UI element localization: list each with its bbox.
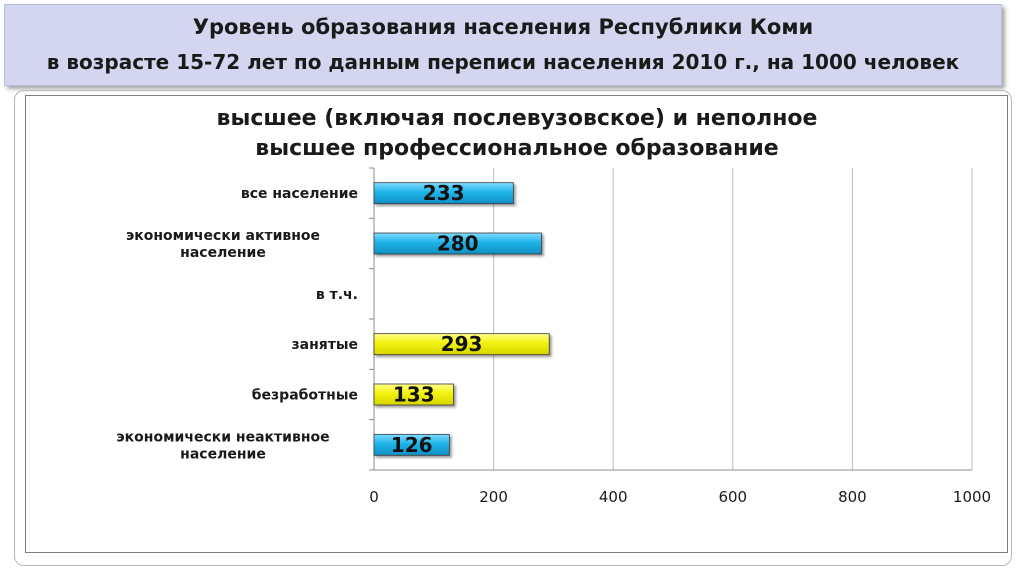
bar — [373, 232, 542, 255]
category-label: экономически неактивное население — [116, 429, 329, 462]
header-title-line2: в возрасте 15-72 лет по данным переписи … — [46, 50, 960, 74]
bar-chart: высшее (включая послевузовское) и неполн… — [116, 106, 991, 506]
bar — [373, 383, 454, 406]
bar-value-label: 280 — [437, 232, 479, 256]
x-tick-label: 1000 — [953, 488, 991, 506]
category-label: все население — [241, 186, 358, 202]
x-tick-label: 0 — [369, 488, 379, 506]
header-title-line1: Уровень образования населения Республики… — [192, 15, 814, 39]
bar-value-label: 293 — [441, 332, 483, 356]
bar — [373, 333, 550, 356]
category-label: занятые — [291, 337, 358, 353]
category-label: в т.ч. — [316, 287, 358, 303]
category-label: экономически активное население — [126, 228, 320, 261]
bar-value-label: 133 — [393, 383, 435, 407]
x-tick-label: 600 — [718, 488, 747, 506]
content-frame — [14, 90, 1012, 566]
bar — [373, 182, 514, 205]
x-tick-label: 400 — [599, 488, 628, 506]
chart-title-line-2: высшее профессиональное образование — [255, 136, 778, 161]
bar-value-label: 126 — [391, 433, 433, 457]
x-tick-label: 800 — [838, 488, 867, 506]
chart-container: высшее (включая послевузовское) и неполн… — [25, 95, 1008, 553]
slide-header: Уровень образования населения Республики… — [4, 4, 1002, 86]
x-tick-label: 200 — [479, 488, 508, 506]
bar — [373, 433, 450, 456]
chart-title-line-1: высшее (включая послевузовское) и неполн… — [217, 106, 818, 131]
bar-value-label: 233 — [423, 181, 465, 205]
category-label: безработные — [252, 388, 358, 404]
